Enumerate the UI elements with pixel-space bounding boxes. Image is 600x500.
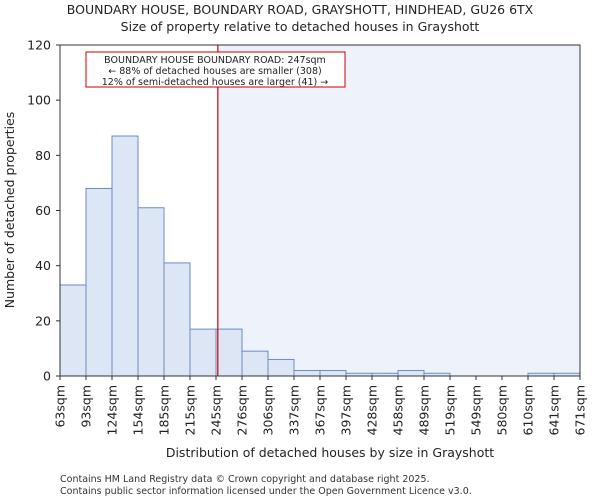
annotation-line3: 12% of semi-detached houses are larger (… <box>102 77 329 88</box>
y-tick-label: 120 <box>27 38 51 53</box>
x-tick-label: 215sqm <box>183 385 198 435</box>
footer-line2: Contains public sector information licen… <box>60 486 472 497</box>
x-tick-label: 671sqm <box>573 385 588 435</box>
x-tick-label: 489sqm <box>417 385 432 435</box>
y-axis-ticks: 0 20 40 60 80 100 120 <box>27 38 60 384</box>
bar-337sqm <box>293 369 321 377</box>
bar-458sqm <box>397 369 425 377</box>
annotation-line2: ← 88% of detached houses are smaller (30… <box>108 66 321 77</box>
x-tick-label: 610sqm <box>521 385 536 435</box>
x-tick-label: 549sqm <box>469 385 484 435</box>
x-tick-label: 276sqm <box>235 385 250 435</box>
x-tick-label: 397sqm <box>339 385 354 435</box>
x-tick-label: 428sqm <box>365 385 380 435</box>
x-tick-label: 458sqm <box>391 385 406 435</box>
chart-title-line2: Size of property relative to detached ho… <box>121 19 480 34</box>
x-tick-label: 185sqm <box>157 385 172 435</box>
bar-185sqm <box>163 262 191 377</box>
x-tick-label: 93sqm <box>79 385 94 428</box>
bar-154sqm <box>137 207 165 377</box>
y-tick-label: 100 <box>27 93 51 108</box>
bar-306sqm <box>267 358 295 377</box>
bar-276sqm <box>241 350 269 377</box>
x-axis-ticks: 63sqm 93sqm 124sqm 154sqm 185sqm 215sqm 245sqm… <box>53 376 588 435</box>
y-axis-label: Number of detached properties <box>2 112 17 309</box>
x-tick-label: 367sqm <box>313 385 328 435</box>
x-tick-label: 641sqm <box>547 385 562 435</box>
highlight-region <box>217 45 580 376</box>
chart-title-line1: BOUNDARY HOUSE, BOUNDARY ROAD, GRAYSHOTT… <box>67 2 534 17</box>
bar-215sqm <box>189 328 217 377</box>
bar-367sqm <box>319 369 347 377</box>
bar-245sqm <box>215 328 243 377</box>
x-tick-label: 154sqm <box>131 385 146 435</box>
bars <box>59 135 581 377</box>
x-tick-label: 337sqm <box>287 385 302 435</box>
y-tick-label: 80 <box>35 148 51 163</box>
y-tick-label: 0 <box>43 369 51 384</box>
x-axis-label: Distribution of detached houses by size … <box>166 445 494 460</box>
bar-63sqm <box>59 284 87 377</box>
x-tick-label: 63sqm <box>53 385 68 428</box>
footer-line1: Contains HM Land Registry data © Crown c… <box>60 474 430 485</box>
y-tick-label: 60 <box>35 203 51 218</box>
bar-124sqm <box>111 135 139 377</box>
y-tick-label: 40 <box>35 258 51 273</box>
x-tick-label: 519sqm <box>443 385 458 435</box>
x-tick-label: 245sqm <box>209 385 224 435</box>
x-tick-label: 124sqm <box>105 385 120 435</box>
x-tick-label: 580sqm <box>495 385 510 435</box>
y-tick-label: 20 <box>35 313 51 328</box>
annotation-box <box>85 51 346 88</box>
x-tick-label: 306sqm <box>261 385 276 435</box>
annotation-line1: BOUNDARY HOUSE BOUNDARY ROAD: 247sqm <box>104 55 326 66</box>
bar-93sqm <box>85 187 113 377</box>
